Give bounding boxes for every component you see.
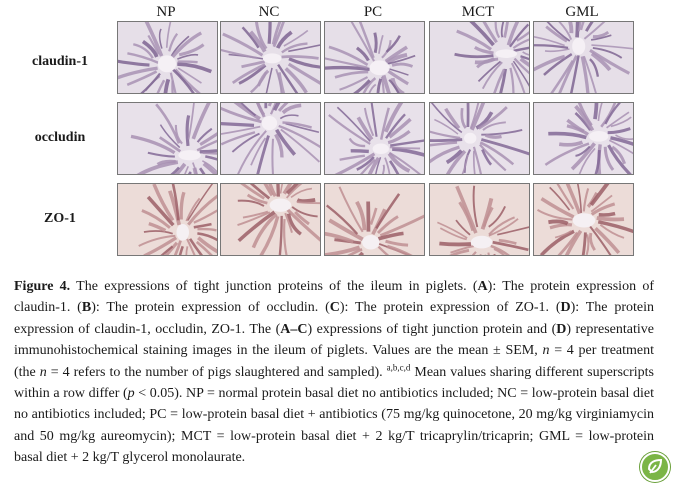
column-header-pc: PC [363,4,383,20]
panel-ref: D [560,300,571,316]
caption-text: ): The protein expression of occludin. ( [91,300,330,316]
caption-text: = 4 per treatment (the [14,343,654,380]
figure-caption: Figure 4. The expressions of tight junct… [14,276,654,469]
panel-ref: C [329,300,340,316]
ihc-image-occludin-gml [533,102,634,175]
ihc-image-zo-1-mct [429,183,530,256]
caption-text: Mean values sharing different superscrip… [14,364,654,402]
panel-ref: D [556,321,567,337]
caption-text: = 4 refers to the number of pigs slaught… [46,364,387,380]
ihc-image-claudin-1-gml [533,21,634,94]
row-header-claudin-1: claudin-1 [31,54,88,69]
caption-text: ): The protein expression of ZO-1. ( [339,300,561,316]
superscript-letters: a,b,c,d [386,361,411,372]
ihc-image-claudin-1-mct [429,21,530,94]
ihc-image-claudin-1-np [117,21,218,94]
caption-text: ): The protein expression of claudin-1. … [14,279,654,316]
ihc-image-occludin-pc [324,102,425,175]
leaf-checkmark-icon [640,452,670,482]
column-header-gml: GML [565,4,599,20]
column-header-mct: MCT [461,4,495,20]
figure-label: Figure 4. [14,279,71,294]
panel-ref: A–C [280,321,308,337]
column-header-np: NP [156,4,176,20]
caption-text: < 0.05). NP = normal protein basal diet … [14,386,654,466]
ihc-image-occludin-np [117,102,218,175]
ihc-image-occludin-mct [429,102,530,175]
ihc-image-occludin-nc [220,102,321,175]
column-header-nc: NC [258,4,280,20]
ihc-image-zo-1-nc [220,183,321,256]
caption-text: The expressions of tight junction protei… [70,279,478,294]
row-header-zo-1: ZO-1 [44,211,76,226]
italic-p: p [127,386,135,402]
row-header-occludin: occludin [34,130,86,145]
italic-n: n [39,364,47,380]
panel-ref: B [81,300,92,316]
ihc-image-zo-1-pc [324,183,425,256]
panel-ref: A [477,279,488,294]
italic-n: n [542,343,550,359]
ihc-image-claudin-1-pc [324,21,425,94]
ihc-image-zo-1-gml [533,183,634,256]
caption-text: ): The protein expression of claudin-1, … [14,300,654,337]
caption-text: ) expressions of tight junction protein … [307,321,557,337]
caption-text: ) representative immunohistochemical sta… [14,321,654,359]
ihc-image-zo-1-np [117,183,218,256]
ihc-image-claudin-1-nc [220,21,321,94]
